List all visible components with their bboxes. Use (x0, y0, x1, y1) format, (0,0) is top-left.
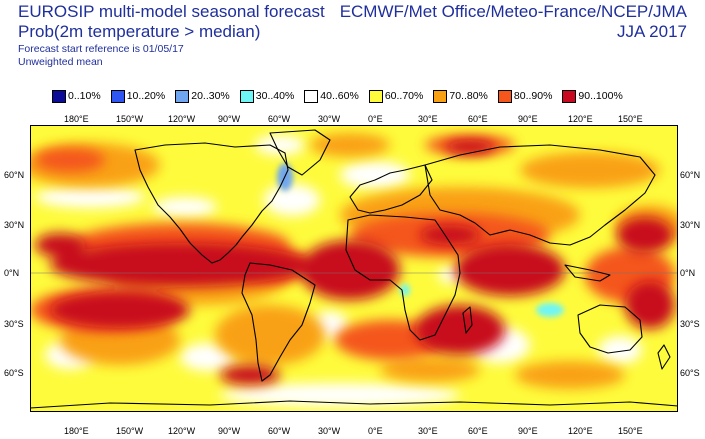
lon-tick-label: 90°E (518, 426, 538, 436)
coast-antarctica (30, 400, 678, 409)
coastlines (30, 129, 678, 409)
lat-tick-label: 30°S (680, 319, 700, 329)
coast-madagascar (462, 306, 473, 334)
legend-item: 90..100% (562, 89, 623, 103)
legend-swatch (110, 89, 125, 103)
lon-tick-label: 90°W (218, 426, 241, 436)
lat-tick-label: 30°N (680, 220, 701, 230)
coast-greenland (269, 129, 331, 176)
lon-tick-label: 30°E (418, 426, 438, 436)
legend-swatch (368, 89, 383, 103)
lat-tick-label: 60°N (680, 170, 701, 180)
legend-label: 30..40% (255, 90, 295, 102)
white-regions (35, 135, 642, 407)
lat-tick-label: 60°S (680, 368, 700, 378)
legend-label: 10..20% (126, 90, 166, 102)
legend-label: 80..90% (513, 90, 553, 102)
forecast-start-note: Forecast start reference is 01/05/17 (18, 43, 184, 55)
legend-item: 30..40% (239, 89, 295, 103)
coast-australia (577, 304, 643, 354)
legend-label: 0..10% (68, 90, 101, 102)
coast-europe (349, 164, 433, 214)
legend-item: 40..60% (304, 89, 359, 103)
source-label: ECMWF/Met Office/Meteo-France/NCEP/JMA (339, 2, 687, 21)
legend-item: 0..10% (52, 89, 101, 103)
legend-swatch (433, 89, 448, 103)
probability-map (30, 125, 678, 412)
lon-tick-label: 60°E (468, 426, 488, 436)
lon-tick-label: 150°W (116, 114, 144, 124)
lat-tick-label: 60°S (4, 368, 24, 378)
legend-swatch (497, 89, 512, 103)
map-title: EUROSIP multi-model seasonal forecast (18, 2, 325, 21)
lon-tick-label: 60°E (468, 114, 488, 124)
legend-swatch (52, 89, 66, 103)
legend-item: 80..90% (497, 89, 553, 103)
legend-label: 20..30% (191, 90, 230, 102)
lat-tick-label: 30°S (4, 319, 24, 329)
lon-tick-label: 0°E (368, 114, 383, 124)
coast-indonesia (564, 264, 611, 282)
lon-tick-label: 150°W (116, 426, 144, 436)
coast-new-zealand (657, 344, 671, 370)
coast-asia (424, 144, 656, 246)
lat-tick-label: 60°N (4, 170, 25, 180)
legend-item: 60..70% (368, 89, 424, 103)
lon-tick-label: 150°E (618, 114, 643, 124)
lon-tick-label: 60°W (268, 114, 291, 124)
legend-label: 60..70% (384, 90, 424, 102)
legend-swatch (304, 89, 319, 103)
legend-item: 20..30% (175, 89, 230, 103)
lon-tick-label: 30°W (318, 114, 341, 124)
legend-swatch (239, 89, 254, 103)
legend-label: 90..100% (578, 90, 623, 102)
lon-tick-label: 30°W (318, 426, 341, 436)
map-subtitle: Prob(2m temperature > median) (18, 22, 261, 41)
legend-label: 40..60% (320, 90, 359, 102)
lat-tick-label: 0°N (4, 268, 20, 278)
lon-tick-label: 60°W (268, 426, 291, 436)
lon-tick-label: 30°E (418, 114, 438, 124)
lon-tick-label: 120°E (568, 114, 593, 124)
map-frame (30, 125, 678, 412)
lon-tick-label: 120°W (168, 114, 196, 124)
lon-tick-label: 120°W (168, 426, 196, 436)
probability-legend: 0..10% 10..20% 20..30% 30..40% 40..60% 60..70… (52, 89, 633, 103)
lon-tick-label: 120°E (568, 426, 593, 436)
lon-tick-label: 90°W (218, 114, 241, 124)
legend-item: 70..80% (433, 89, 488, 103)
coast-south-america (241, 262, 316, 382)
lon-tick-label: 90°E (518, 114, 538, 124)
coast-africa (345, 214, 461, 341)
lon-tick-label: 180°E (64, 426, 89, 436)
deepred-regions (35, 140, 675, 385)
weighting-note: Unweighted mean (18, 56, 103, 68)
lon-tick-label: 150°E (618, 426, 643, 436)
lon-tick-label: 180°E (64, 114, 89, 124)
legend-swatch (175, 89, 190, 103)
lat-tick-label: 30°N (4, 220, 25, 230)
lat-tick-label: 0°N (680, 268, 696, 278)
legend-item: 10..20% (110, 89, 166, 103)
legend-swatch (562, 89, 577, 103)
period-label: JJA 2017 (617, 22, 687, 41)
coast-north-america (134, 142, 289, 264)
lon-tick-label: 0°E (368, 426, 383, 436)
legend-label: 70..80% (449, 90, 488, 102)
